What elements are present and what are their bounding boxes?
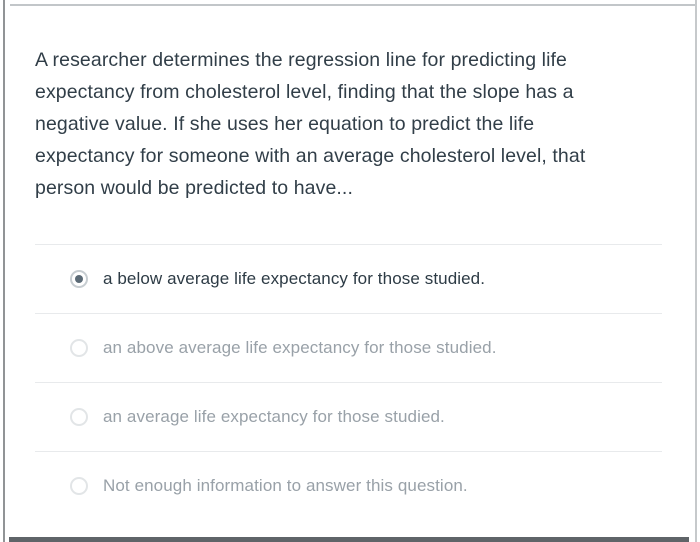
divider <box>35 244 662 245</box>
divider <box>35 382 662 383</box>
question-line: expectancy from cholesterol level, findi… <box>35 81 574 103</box>
radio-button[interactable] <box>70 270 88 288</box>
option-row-average[interactable]: an average life expectancy for those stu… <box>0 383 700 451</box>
card-right-border <box>695 0 697 542</box>
question-line: person would be predicted to have... <box>35 177 353 199</box>
option-row-below-average[interactable]: a below average life expectancy for thos… <box>0 245 700 313</box>
option-row-above-average[interactable]: an above average life expectancy for tho… <box>0 314 700 382</box>
option-label: Not enough information to answer this qu… <box>103 476 468 495</box>
option-label: an above average life expectancy for tho… <box>103 338 497 357</box>
question-line: A researcher determines the regression l… <box>35 49 567 71</box>
option-label: a below average life expectancy for thos… <box>103 269 486 288</box>
option-label: an average life expectancy for those stu… <box>103 407 445 426</box>
question-text: A researcher determines the regression l… <box>0 0 700 204</box>
radio-button[interactable] <box>70 339 88 357</box>
radio-button[interactable] <box>70 408 88 426</box>
question-line: negative value. If she uses her equation… <box>35 113 535 135</box>
card-left-border <box>3 0 5 542</box>
answer-options-list: a below average life expectancy for thos… <box>0 244 700 520</box>
question-line: expectancy for someone with an average c… <box>35 145 586 167</box>
radio-button[interactable] <box>70 477 88 495</box>
divider <box>35 313 662 314</box>
bottom-edge-bar <box>9 537 689 542</box>
option-row-not-enough-info[interactable]: Not enough information to answer this qu… <box>0 452 700 520</box>
divider <box>35 451 662 452</box>
card-top-border <box>10 4 695 6</box>
